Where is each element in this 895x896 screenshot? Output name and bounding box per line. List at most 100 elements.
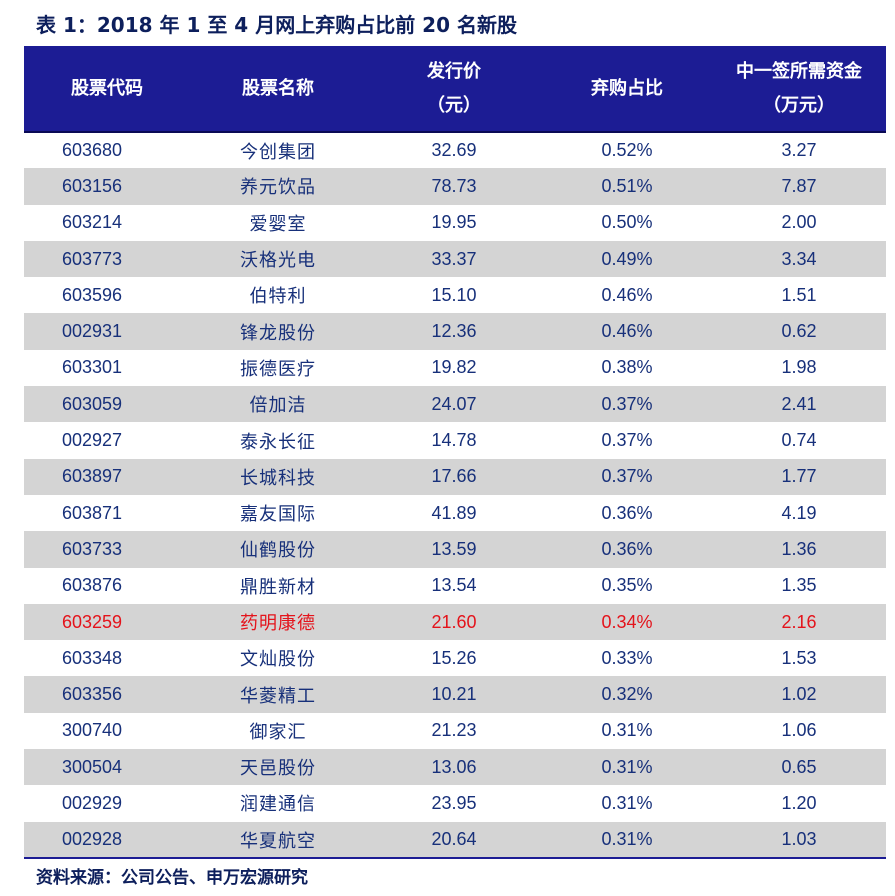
- cell-stock-code: 603214: [61, 212, 123, 233]
- cell-stock-name: 天邑股份: [240, 758, 316, 780]
- cell-issue-price: 15.10: [431, 284, 477, 305]
- cell-abandon-ratio: 0.37%: [601, 393, 653, 414]
- cell-stock-name: 文灿股份: [240, 649, 316, 671]
- header-issue-price: 发行价 （元）: [366, 46, 542, 133]
- header-capital-needed: 中一签所需资金 （万元）: [712, 46, 886, 133]
- table-row: 603733 仙鹤股份 13.59 0.36% 1.36: [24, 531, 886, 568]
- cell-issue-price: 14.78: [431, 430, 477, 451]
- cell-stock-code: 603301: [61, 357, 123, 378]
- cell-capital-needed: 4.19: [781, 502, 817, 523]
- ipo-abandon-table: 股票代码 股票名称 发行价 （元） 弃购占比 中一签所需资金 （万元） 6036…: [24, 46, 886, 858]
- table-row: 603348 文灿股份 15.26 0.33% 1.53: [24, 640, 886, 676]
- table-body: 603680 今创集团 32.69 0.52% 3.27 603156 养元饮品 78.73 0…: [24, 132, 886, 858]
- cell-capital-needed: 2.41: [781, 393, 817, 414]
- cell-issue-price: 13.06: [431, 756, 477, 777]
- cell-stock-name: 爱婴室: [249, 213, 307, 235]
- cell-abandon-ratio: 0.46%: [601, 284, 653, 305]
- cell-stock-code: 603259: [61, 611, 123, 632]
- table-row: 603897 长城科技 17.66 0.37% 1.77: [24, 458, 886, 495]
- cell-capital-needed: 2.00: [781, 212, 817, 233]
- cell-abandon-ratio: 0.52%: [601, 140, 653, 161]
- cell-issue-price: 32.69: [431, 140, 477, 161]
- cell-stock-name: 润建通信: [240, 794, 316, 816]
- cell-issue-price: 33.37: [431, 248, 477, 269]
- header-stock-code: 股票代码: [24, 46, 190, 133]
- cell-stock-code: 603876: [61, 575, 123, 596]
- cell-stock-name: 养元饮品: [240, 177, 316, 199]
- table-row: 603259 药明康德 21.60 0.34% 2.16: [24, 603, 886, 641]
- cell-abandon-ratio: 0.31%: [601, 829, 653, 850]
- cell-stock-name: 药明康德: [240, 613, 316, 634]
- cell-issue-price: 19.82: [431, 357, 477, 378]
- cell-capital-needed: 7.87: [781, 175, 817, 196]
- cell-abandon-ratio: 0.36%: [601, 502, 653, 523]
- source-note: 资料来源：公司公告、申万宏源研究: [36, 868, 308, 888]
- table-row: 603773 沃格光电 33.37 0.49% 3.34: [24, 240, 886, 278]
- cell-issue-price: 10.21: [431, 684, 477, 705]
- header-row: 股票代码 股票名称 发行价 （元） 弃购占比 中一签所需资金 （万元）: [24, 46, 886, 133]
- cell-issue-price: 24.07: [431, 393, 477, 414]
- table-row: 300504 天邑股份 13.06 0.31% 0.65: [24, 749, 886, 786]
- table-row: 300740 御家汇 21.23 0.31% 1.06: [24, 713, 886, 749]
- table-row: 603156 养元饮品 78.73 0.51% 7.87: [24, 168, 886, 205]
- cell-abandon-ratio: 0.38%: [601, 357, 653, 378]
- cell-capital-needed: 0.65: [781, 756, 817, 777]
- table-row: 002927 泰永长征 14.78 0.37% 0.74: [24, 422, 886, 458]
- cell-stock-code: 002929: [61, 792, 123, 813]
- cell-capital-needed: 3.34: [781, 248, 817, 269]
- table-row: 002928 华夏航空 20.64 0.31% 1.03: [24, 821, 886, 858]
- cell-abandon-ratio: 0.34%: [601, 611, 653, 632]
- table-header: 股票代码 股票名称 发行价 （元） 弃购占比 中一签所需资金 （万元）: [24, 46, 886, 133]
- cell-abandon-ratio: 0.35%: [601, 575, 653, 596]
- cell-stock-name: 振德医疗: [240, 358, 316, 380]
- table-row: 603214 爱婴室 19.95 0.50% 2.00: [24, 205, 886, 241]
- cell-issue-price: 19.95: [431, 212, 477, 233]
- cell-abandon-ratio: 0.31%: [601, 756, 653, 777]
- table-title: 表 1：2018 年 1 至 4 月网上弃购占比前 20 名新股: [36, 13, 517, 37]
- cell-abandon-ratio: 0.36%: [601, 538, 653, 559]
- cell-stock-name: 长城科技: [240, 467, 316, 489]
- cell-issue-price: 78.73: [431, 175, 477, 196]
- table-row: 002931 锋龙股份 12.36 0.46% 0.62: [24, 313, 886, 350]
- cell-stock-name: 仙鹤股份: [240, 540, 316, 562]
- header-stock-name: 股票名称: [190, 46, 366, 133]
- cell-capital-needed: 1.02: [781, 684, 817, 705]
- cell-stock-code: 603733: [61, 538, 123, 559]
- cell-stock-code: 300504: [61, 756, 123, 777]
- cell-capital-needed: 1.77: [781, 466, 817, 487]
- cell-abandon-ratio: 0.31%: [601, 720, 653, 741]
- header-capital-line1: 中一签所需资金: [736, 60, 862, 82]
- cell-capital-needed: 2.16: [781, 611, 817, 632]
- cell-abandon-ratio: 0.51%: [601, 175, 653, 196]
- header-abandon-ratio: 弃购占比: [542, 46, 712, 133]
- cell-stock-code: 002931: [61, 321, 123, 342]
- cell-stock-code: 603356: [61, 684, 123, 705]
- cell-stock-code: 603348: [61, 647, 123, 668]
- cell-stock-code: 603059: [61, 393, 123, 414]
- table-row: 603356 华菱精工 10.21 0.32% 1.02: [24, 676, 886, 713]
- cell-stock-code: 603871: [61, 502, 123, 523]
- cell-capital-needed: 0.62: [781, 321, 817, 342]
- cell-capital-needed: 1.03: [781, 829, 817, 850]
- cell-capital-needed: 1.20: [781, 792, 817, 813]
- cell-stock-code: 603773: [61, 248, 123, 269]
- cell-stock-code: 603897: [61, 466, 123, 487]
- cell-stock-code: 603156: [61, 175, 123, 196]
- cell-issue-price: 41.89: [431, 502, 477, 523]
- cell-abandon-ratio: 0.49%: [601, 248, 653, 269]
- cell-stock-name: 华菱精工: [240, 685, 316, 707]
- cell-abandon-ratio: 0.46%: [601, 321, 653, 342]
- cell-abandon-ratio: 0.33%: [601, 647, 653, 668]
- table-row: 603680 今创集团 32.69 0.52% 3.27: [24, 132, 886, 168]
- cell-stock-name: 伯特利: [249, 286, 307, 308]
- header-capital-line2: （万元）: [763, 94, 835, 116]
- cell-abandon-ratio: 0.32%: [601, 684, 653, 705]
- cell-issue-price: 12.36: [431, 321, 477, 342]
- cell-issue-price: 17.66: [431, 466, 477, 487]
- cell-stock-code: 603680: [61, 140, 123, 161]
- cell-stock-code: 300740: [61, 720, 123, 741]
- table-row: 603301 振德医疗 19.82 0.38% 1.98: [24, 350, 886, 386]
- cell-issue-price: 20.64: [431, 829, 477, 850]
- cell-capital-needed: 1.36: [781, 538, 817, 559]
- cell-issue-price: 13.54: [431, 575, 477, 596]
